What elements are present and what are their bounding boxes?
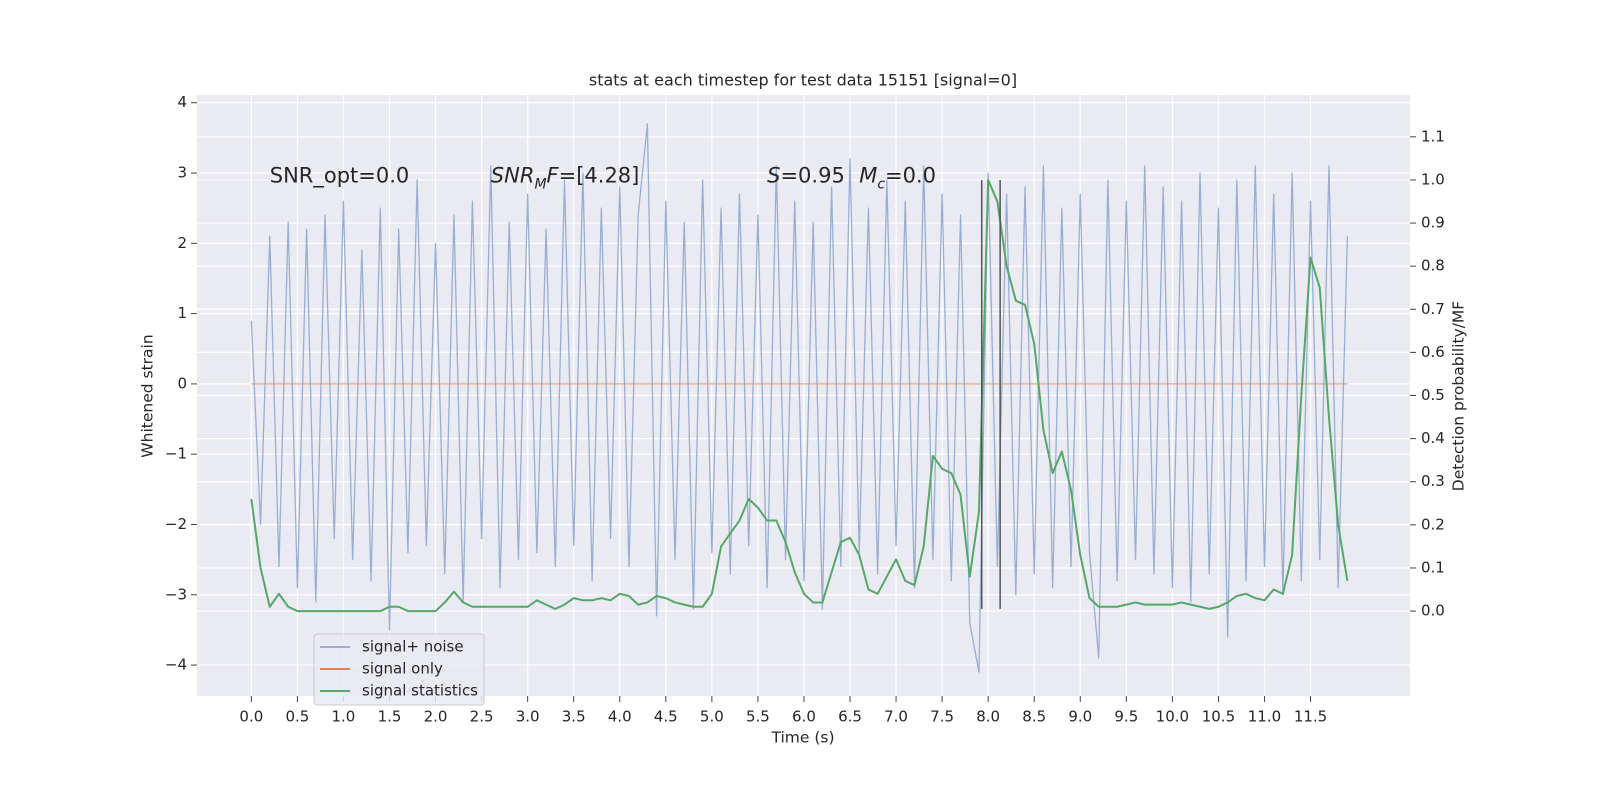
chart-title: stats at each timestep for test data 151… <box>589 71 1017 90</box>
x-tick-label: 9.5 <box>1114 708 1138 726</box>
x-tick-label: 6.5 <box>838 708 862 726</box>
annotation-part: =0.95 <box>780 164 844 188</box>
y2-tick-label: 0.2 <box>1421 515 1445 533</box>
y2-axis-label: Detection probability/MF <box>1450 301 1468 492</box>
x-tick-label: 7.5 <box>930 708 954 726</box>
x-tick-label: 1.5 <box>378 708 402 726</box>
y-tick-label: 3 <box>177 164 187 182</box>
y2-tick-label: 0.8 <box>1421 257 1445 275</box>
y-tick-label: −1 <box>165 445 187 463</box>
annotation: S=0.95 <box>767 164 845 188</box>
legend-box <box>313 633 485 706</box>
x-tick-label: 11.0 <box>1248 708 1281 726</box>
x-tick-label: 8.0 <box>976 708 1000 726</box>
x-tick-label: 9.0 <box>1068 708 1092 726</box>
x-tick-label: 0.5 <box>285 708 309 726</box>
y2-tick-label: 0.5 <box>1421 386 1445 404</box>
annotation-part: =0.0 <box>885 164 936 188</box>
y-tick-label: 1 <box>177 304 187 322</box>
x-tick-label: 4.0 <box>608 708 632 726</box>
annotation-part: M <box>859 164 877 188</box>
y2-tick-label: 0.9 <box>1421 214 1445 232</box>
legend-label: signal+ noise <box>362 638 464 656</box>
y2-tick-label: 0.4 <box>1421 429 1445 447</box>
annotation: Mc=0.0 <box>859 164 936 193</box>
x-axis-label: Time (s) <box>770 729 834 747</box>
annotation-part: M <box>534 177 546 193</box>
y2-tick-label: 0.6 <box>1421 343 1445 361</box>
x-tick-label: 4.5 <box>654 708 678 726</box>
x-tick-label: 10.0 <box>1156 708 1189 726</box>
annotation-part: F <box>547 164 560 188</box>
x-tick-label: 5.0 <box>700 708 724 726</box>
y2-tick-label: 0.0 <box>1421 602 1445 620</box>
y2-tick-label: 1.0 <box>1421 170 1445 188</box>
y-tick-label: 0 <box>177 374 187 392</box>
legend: signal+ noise signal only signal statistic… <box>313 633 485 706</box>
annotation-part: SNR <box>491 164 535 188</box>
x-tick-label: 8.5 <box>1022 708 1046 726</box>
y-tick-label: 2 <box>177 234 187 252</box>
annotation-part: S <box>767 164 780 188</box>
y-tick-label: −3 <box>165 585 187 603</box>
series-line <box>250 123 1349 673</box>
x-tick-label: 2.5 <box>470 708 494 726</box>
x-tick-label: 3.0 <box>516 708 540 726</box>
annotation-part: SNR_opt=0.0 <box>270 164 410 189</box>
x-tick-label: 11.5 <box>1294 708 1327 726</box>
y2-tick-label: 0.7 <box>1421 300 1445 318</box>
x-tick-label: 6.0 <box>792 708 816 726</box>
annotation-part: c <box>877 177 885 193</box>
x-tick-label: 1.0 <box>332 708 356 726</box>
legend-label: signal statistics <box>362 682 478 700</box>
y-tick-label: −4 <box>165 656 187 674</box>
x-tick-label: 7.0 <box>884 708 908 726</box>
series-line <box>250 178 1349 613</box>
x-tick-label: 0.0 <box>239 708 263 726</box>
y-axis-label: Whitened strain <box>139 334 157 457</box>
annotation: SNR_opt=0.0 <box>270 164 410 189</box>
annotation-part: =[4.28] <box>559 164 640 188</box>
annotation: SNRMF=[4.28] <box>491 164 640 193</box>
y2-tick-label: 0.3 <box>1421 472 1445 490</box>
x-tick-label: 3.5 <box>562 708 586 726</box>
y2-tick-label: 1.1 <box>1421 127 1445 145</box>
x-tick-label: 5.5 <box>746 708 770 726</box>
y2-tick-label: 0.1 <box>1421 558 1445 576</box>
y-tick-label: 4 <box>177 93 187 111</box>
y-tick-label: −2 <box>165 515 187 533</box>
x-tick-label: 10.5 <box>1202 708 1235 726</box>
legend-label: signal only <box>362 660 443 678</box>
x-tick-label: 2.0 <box>424 708 448 726</box>
